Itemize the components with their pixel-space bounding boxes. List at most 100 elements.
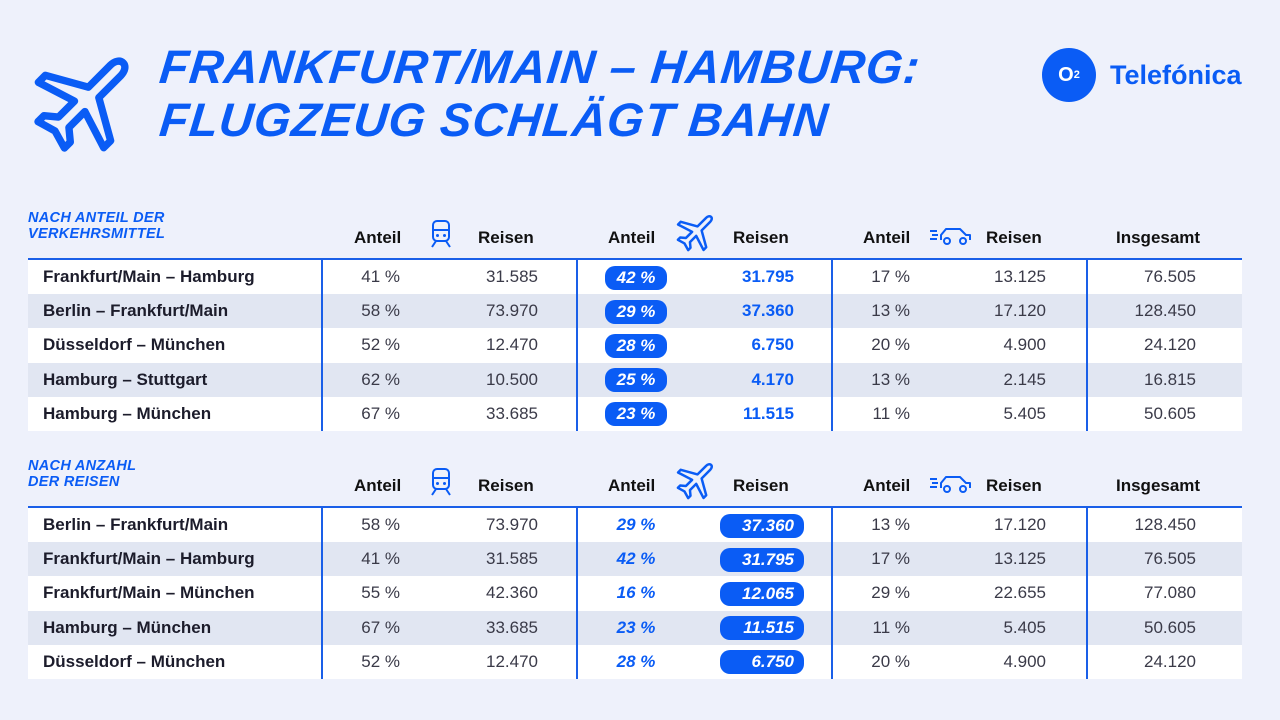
flug-trips-cell: 11.515	[742, 403, 794, 423]
route-cell: Frankfurt/Main – Hamburg	[43, 267, 255, 286]
logo-name: Telefónica	[1110, 59, 1242, 90]
col-header-reisen-bahn: Reisen	[478, 228, 534, 247]
auto-share-cell: 17 %	[871, 267, 910, 286]
column-divider	[321, 260, 323, 431]
bahn-trips-cell: 42.360	[486, 583, 538, 603]
flug-share-cell: 25 %	[602, 363, 670, 397]
table-section-trips: NACH ANZAHL DER REISEN Anteil Reisen Ant…	[28, 454, 1242, 679]
highlight-pill: 25 %	[605, 368, 667, 393]
column-divider	[831, 260, 833, 431]
o2-logo-letter: O	[1058, 63, 1074, 86]
table-row: Frankfurt/Main – Hamburg 41 % 31.585 42 % 31…	[28, 542, 1242, 577]
highlight-pill: 23 %	[605, 402, 667, 427]
flug-trips-cell: 4.170	[751, 369, 794, 389]
col-header-reisen-flug: Reisen	[733, 476, 789, 495]
bahn-share-cell: 58 %	[361, 301, 400, 321]
auto-trips-cell: 5.405	[1003, 403, 1046, 423]
section-label-line-2: DER REISEN	[28, 474, 120, 490]
route-cell: Düsseldorf – München	[43, 651, 226, 671]
flug-trips-cell: 37.360	[742, 301, 794, 321]
column-divider	[576, 260, 578, 431]
section-label-line-1: NACH ANTEIL DER	[28, 210, 165, 226]
table-header: NACH ANZAHL DER REISEN Anteil Reisen Ant…	[28, 454, 1242, 506]
col-header-reisen-bahn: Reisen	[478, 476, 534, 495]
route-cell: Berlin – Frankfurt/Main	[43, 515, 229, 534]
route-cell: Hamburg – München	[43, 403, 212, 423]
table-section-share: NACH ANTEIL DER VERKEHRSMITTEL Anteil Re…	[28, 206, 1242, 431]
total-cell: 50.605	[1144, 617, 1196, 637]
car-icon	[930, 228, 971, 245]
total-cell: 76.505	[1144, 267, 1196, 286]
route-cell: Berlin – Frankfurt/Main	[43, 301, 229, 321]
flug-share-cell: 29 %	[616, 515, 656, 534]
bahn-trips-cell: 33.685	[486, 617, 538, 637]
bahn-share-cell: 41 %	[361, 549, 400, 569]
train-icon	[431, 220, 451, 248]
total-cell: 24.120	[1144, 335, 1196, 355]
section-label-line-1: NACH ANZAHL	[28, 458, 137, 474]
column-divider	[1086, 508, 1088, 679]
flug-share-cell: 42 %	[616, 549, 656, 569]
auto-trips-cell: 2.145	[1003, 369, 1046, 389]
col-header-anteil-flug: Anteil	[608, 476, 656, 495]
auto-share-cell: 20 %	[871, 335, 910, 355]
table-row: Frankfurt/Main – München 55 % 42.360 16 % 12…	[28, 576, 1242, 611]
bahn-trips-cell: 31.585	[486, 549, 538, 569]
table-row: Berlin – Frankfurt/Main 58 % 73.970 29 % 37.…	[28, 508, 1242, 543]
total-cell: 76.505	[1144, 549, 1196, 569]
auto-trips-cell: 4.900	[1003, 335, 1046, 355]
header: FRANKFURT/MAIN – HAMBURG: FLUGZEUG SCHLÄ…	[0, 0, 1280, 170]
col-header-reisen-auto: Reisen	[986, 228, 1042, 247]
highlight-pill: 6.750	[720, 650, 804, 675]
col-header-anteil-auto: Anteil	[863, 476, 911, 495]
col-header-reisen-auto: Reisen	[986, 476, 1042, 495]
bahn-share-cell: 58 %	[361, 515, 400, 534]
bahn-trips-cell: 31.585	[486, 267, 538, 286]
section-label: NACH ANZAHL DER REISEN	[28, 458, 136, 490]
bahn-trips-cell: 73.970	[486, 515, 538, 534]
highlight-pill: 29 %	[605, 299, 667, 324]
auto-trips-cell: 4.900	[1003, 651, 1046, 671]
total-cell: 128.450	[1134, 515, 1196, 534]
flug-trips-cell: 37.360	[708, 508, 804, 542]
bahn-share-cell: 52 %	[361, 651, 400, 671]
total-cell: 24.120	[1144, 651, 1196, 671]
col-header-anteil-bahn: Anteil	[354, 476, 402, 495]
bahn-trips-cell: 12.470	[486, 651, 538, 671]
route-cell: Hamburg – München	[43, 617, 212, 637]
bahn-share-cell: 52 %	[361, 335, 400, 355]
flug-trips-cell: 6.750	[751, 335, 794, 355]
auto-trips-cell: 13.125	[994, 549, 1046, 569]
total-cell: 16.815	[1144, 369, 1196, 389]
auto-share-cell: 20 %	[871, 651, 910, 671]
highlight-pill: 42 %	[605, 265, 667, 290]
car-icon	[930, 476, 971, 493]
bahn-share-cell: 67 %	[361, 617, 400, 637]
airplane-icon	[34, 57, 129, 152]
col-header-anteil-bahn: Anteil	[354, 228, 402, 247]
column-divider	[321, 508, 323, 679]
flug-share-cell: 16 %	[616, 583, 656, 603]
table-row: Berlin – Frankfurt/Main 58 % 73.970 29 % 37.…	[28, 294, 1242, 329]
auto-share-cell: 13 %	[871, 369, 910, 389]
bahn-share-cell: 55 %	[361, 583, 400, 603]
flug-share-cell: 29 %	[602, 294, 670, 328]
col-header-anteil-flug: Anteil	[608, 228, 656, 247]
table-row: Hamburg – Stuttgart 62 % 10.500 25 % 4.170 13…	[28, 362, 1242, 397]
column-divider	[831, 508, 833, 679]
highlight-pill: 12.065	[720, 581, 804, 606]
bahn-trips-cell: 12.470	[486, 335, 538, 355]
col-header-insgesamt: Insgesamt	[1116, 228, 1201, 247]
route-cell: Frankfurt/Main – Hamburg	[43, 549, 255, 569]
auto-trips-cell: 13.125	[994, 267, 1046, 286]
total-cell: 128.450	[1134, 301, 1196, 321]
page-title: FRANKFURT/MAIN – HAMBURG: FLUGZEUG SCHLÄ…	[157, 40, 924, 146]
section-label: NACH ANTEIL DER VERKEHRSMITTEL	[28, 210, 165, 242]
table-header: NACH ANTEIL DER VERKEHRSMITTEL Anteil Re…	[28, 206, 1242, 258]
highlight-pill: 28 %	[605, 333, 667, 358]
col-header-insgesamt: Insgesamt	[1116, 476, 1201, 495]
title-line-1: FRANKFURT/MAIN – HAMBURG:	[157, 40, 924, 93]
airplane-icon	[676, 215, 713, 252]
bahn-trips-cell: 73.970	[486, 301, 538, 321]
flug-share-cell: 23 %	[602, 397, 670, 431]
